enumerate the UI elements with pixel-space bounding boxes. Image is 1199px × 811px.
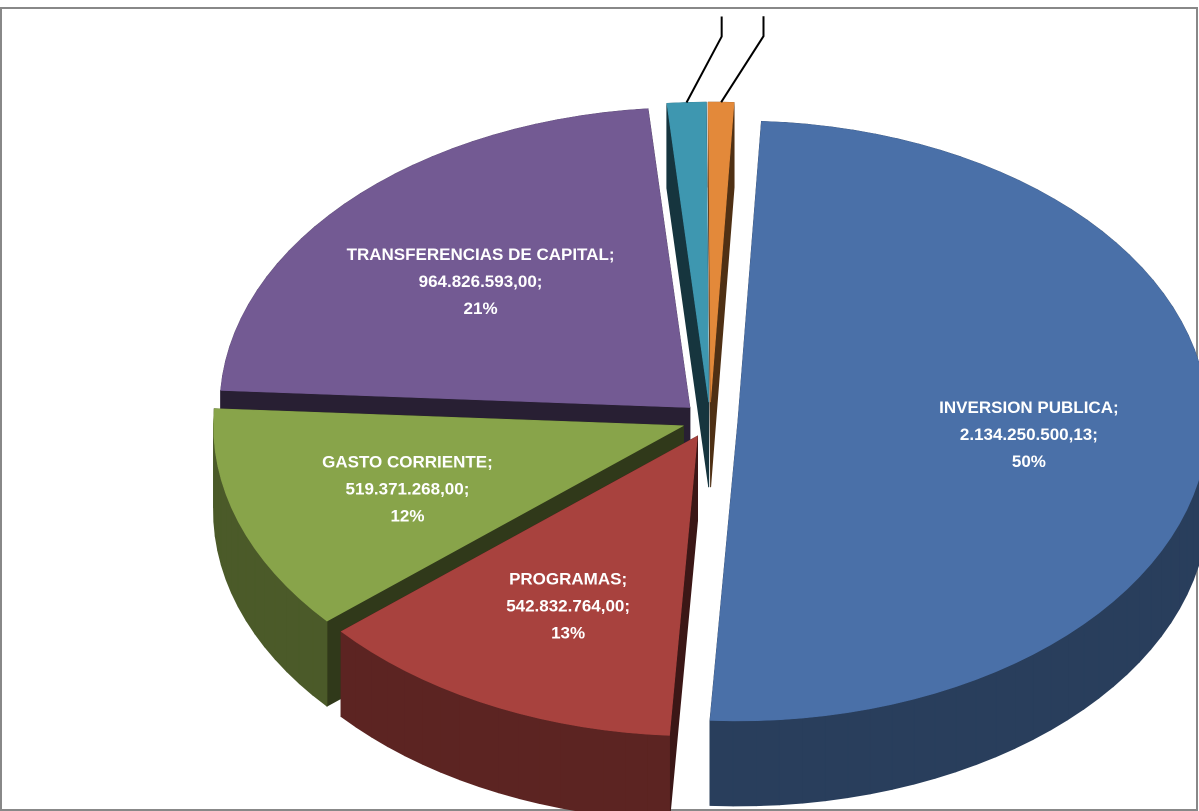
slice-side (274, 573, 288, 673)
slice-side (869, 703, 893, 795)
label-separator: ; (464, 480, 470, 499)
slice-side (560, 722, 583, 811)
slice-side (581, 726, 605, 811)
slice-side (603, 729, 626, 811)
slice-side (1179, 509, 1188, 610)
label-separator: ; (1113, 399, 1119, 418)
slice-side (231, 507, 239, 608)
slice-side (732, 720, 757, 807)
slice-side (647, 733, 670, 811)
slice-side (245, 534, 256, 635)
slice-side (340, 630, 357, 728)
slice-side (355, 641, 372, 738)
data-label: TRANSFERENCIAS DE CAPITAL; 964.826.593,00… (347, 246, 615, 319)
data-label: GASTO CORRIENTE; 519.371.268,00; 12% (322, 453, 493, 526)
slice-side (459, 694, 480, 788)
label-separator: ; (624, 597, 630, 616)
label-percent: 50% (1012, 453, 1046, 472)
slice (709, 121, 1199, 722)
leader-line (720, 16, 765, 103)
slice-side (264, 560, 276, 661)
slice-side (1032, 644, 1052, 741)
slice-side (298, 597, 314, 696)
data-label: PROGRAMAS; 542.832.764,00; 13% (506, 570, 630, 643)
slice-side (1186, 495, 1194, 596)
label-percent: 21% (464, 300, 498, 319)
slice-side (286, 585, 300, 685)
slice-side (404, 670, 423, 765)
slice-side (254, 547, 265, 648)
slice-side (217, 465, 222, 566)
pie-tops (213, 101, 1199, 736)
label-name: GASTO CORRIENTE (322, 453, 487, 472)
label-name: PROGRAMAS (509, 570, 621, 589)
label-separator: ; (609, 246, 615, 265)
label-separator: ; (487, 453, 493, 472)
slice-side (387, 660, 406, 757)
slice-side (1138, 563, 1152, 664)
slice-side (913, 692, 936, 785)
data-labels: INVERSION PUBLICA; 2.134.250.500,13; 50%PR… (322, 16, 1119, 643)
slice-side (237, 520, 247, 622)
slice-side (1098, 600, 1114, 699)
slice (340, 435, 698, 736)
label-separator: ; (621, 570, 627, 589)
slice-side (801, 715, 826, 804)
slice-side (220, 480, 227, 580)
label-value: 964.826.593,00 (419, 273, 537, 292)
slice-side (1192, 481, 1199, 581)
label-name: INVERSION PUBLICA (939, 399, 1113, 418)
label-separator: ; (1092, 426, 1098, 445)
slice-side (934, 686, 957, 779)
slice (220, 108, 691, 408)
slice-side (625, 732, 648, 811)
slice-side (975, 671, 997, 766)
data-label: INVERSION PUBLICA; 2.134.250.500,13; 50% (939, 399, 1118, 472)
slice-side (1112, 588, 1128, 688)
slice-side (824, 712, 849, 802)
slice-side (498, 707, 520, 800)
label-name: TRANSFERENCIAS DE CAPITAL (347, 246, 609, 265)
slice-side (539, 718, 562, 809)
slice (213, 408, 685, 622)
label-value: 519.371.268,00 (346, 480, 464, 499)
slice-side (995, 662, 1016, 758)
slice-side (225, 494, 232, 594)
leader-line (685, 16, 723, 103)
slice-side (478, 701, 500, 794)
label-separator: ; (537, 273, 543, 292)
slice-side (1126, 576, 1140, 676)
slice-side (1150, 549, 1162, 651)
slice-side (778, 717, 803, 806)
slice-side (1083, 612, 1100, 710)
slice-side (518, 713, 541, 805)
label-value: 542.832.764,00 (506, 597, 624, 616)
slice-side (1014, 653, 1034, 750)
slice-side (312, 609, 328, 708)
slice-side (755, 719, 780, 807)
slice-side (709, 720, 734, 807)
slice-side (891, 698, 915, 790)
slice-side (440, 686, 460, 781)
slice-side (1067, 623, 1085, 721)
slice-side (955, 679, 977, 773)
slice-side (1050, 634, 1069, 731)
slice-side (371, 651, 389, 748)
label-percent: 13% (551, 624, 585, 643)
label-value: 2.134.250.500,13 (960, 426, 1092, 445)
label-percent: 12% (390, 507, 424, 526)
slice-side (1161, 536, 1172, 638)
slice-side (1170, 522, 1180, 625)
slice-side (847, 708, 871, 799)
slice-side (422, 678, 442, 773)
